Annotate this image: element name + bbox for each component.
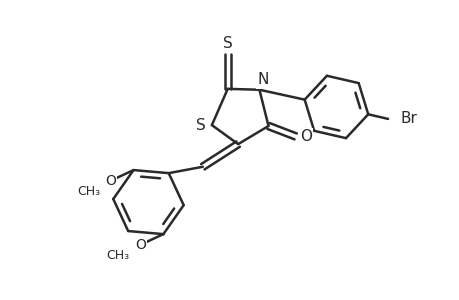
Text: Br: Br (400, 111, 417, 126)
Text: O: O (135, 238, 146, 252)
Text: S: S (195, 118, 205, 133)
Text: O: O (105, 174, 116, 188)
Text: CH₃: CH₃ (77, 184, 100, 198)
Text: N: N (257, 72, 268, 87)
Text: O: O (299, 129, 311, 144)
Text: S: S (222, 36, 232, 51)
Text: CH₃: CH₃ (106, 249, 129, 262)
